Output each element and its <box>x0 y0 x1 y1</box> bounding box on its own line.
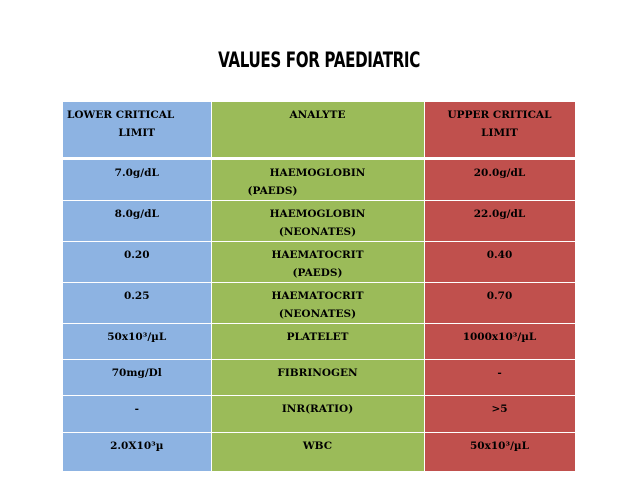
analyte-qualifier: (NEONATES) <box>278 225 357 238</box>
analyte-cell: INR(RATIO) <box>211 395 425 433</box>
analyte-name: HAEMATOCRIT <box>271 248 364 261</box>
analyte-cell: FIBRINOGEN <box>211 359 425 396</box>
table-row: 8.0g/dL HAEMOGLOBIN (NEONATES) 22.0g/dL <box>63 200 576 242</box>
analyte-cell: WBC <box>211 432 425 472</box>
analyte-name: HAEMOGLOBIN <box>269 166 366 179</box>
table-row: 0.20 HAEMATOCRIT (PAEDS) 0.40 <box>63 241 576 283</box>
analyte-name: INR(RATIO) <box>281 402 354 415</box>
header-lower-line-1: LOWER CRITICAL <box>67 109 175 121</box>
lower-limit-cell: 7.0g/dL <box>63 158 212 201</box>
analyte-name: HAEMATOCRIT <box>271 289 364 302</box>
analyte-cell: HAEMATOCRIT (NEONATES) <box>211 282 425 324</box>
table-row: - INR(RATIO) >5 <box>63 395 576 433</box>
table-row: 0.25 HAEMATOCRIT (NEONATES) 0.70 <box>63 282 576 324</box>
analyte-cell: HAEMATOCRIT (PAEDS) <box>211 241 425 283</box>
table-row: 2.0X10³µ WBC 50x10³/µL <box>63 432 576 472</box>
upper-limit-cell: 0.40 <box>424 241 576 283</box>
lower-limit-cell: 8.0g/dL <box>63 200 212 242</box>
analyte-cell: PLATELET <box>211 323 425 360</box>
analyte-name: WBC <box>302 439 333 452</box>
lower-limit-cell: 70mg/Dl <box>63 359 212 396</box>
table-row: 7.0g/dL HAEMOGLOBIN (PAEDS) 20.0g/dL <box>63 158 576 201</box>
header-lower-critical-limit: LOWER CRITICAL LIMIT <box>63 102 212 160</box>
header-upper-line-2: LIMIT <box>481 127 518 139</box>
upper-limit-cell: 1000x10³/µL <box>424 323 576 360</box>
upper-limit-cell: >5 <box>424 395 576 433</box>
analyte-qualifier: (NEONATES) <box>278 307 357 320</box>
analyte-cell: HAEMOGLOBIN (PAEDS) <box>211 158 425 201</box>
upper-limit-cell: - <box>424 359 576 396</box>
lower-limit-cell: 2.0X10³µ <box>63 432 212 472</box>
header-analyte: ANALYTE <box>211 102 425 160</box>
critical-values-table: LOWER CRITICAL LIMIT ANALYTE UPPER CRITI… <box>63 102 576 472</box>
page-title: VALUES FOR PAEDIATRIC <box>218 48 420 72</box>
analyte-name: PLATELET <box>286 330 349 343</box>
lower-limit-cell: 0.25 <box>63 282 212 324</box>
lower-limit-cell: 0.20 <box>63 241 212 283</box>
header-upper-line-1: UPPER CRITICAL <box>447 109 552 121</box>
table-row: 50x10³/µL PLATELET 1000x10³/µL <box>63 323 576 360</box>
header-analyte-label: ANALYTE <box>289 109 346 121</box>
analyte-cell: HAEMOGLOBIN (NEONATES) <box>211 200 425 242</box>
upper-limit-cell: 22.0g/dL <box>424 200 576 242</box>
header-lower-line-2: LIMIT <box>118 127 156 139</box>
analyte-name: FIBRINOGEN <box>277 366 358 379</box>
upper-limit-cell: 50x10³/µL <box>424 432 576 472</box>
analyte-qualifier: (PAEDS) <box>247 184 298 197</box>
upper-limit-cell: 20.0g/dL <box>424 158 576 201</box>
upper-limit-cell: 0.70 <box>424 282 576 324</box>
analyte-qualifier: (PAEDS) <box>292 266 343 279</box>
table-row: 70mg/Dl FIBRINOGEN - <box>63 359 576 396</box>
analyte-name: HAEMOGLOBIN <box>269 207 366 220</box>
header-upper-critical-limit: UPPER CRITICAL LIMIT <box>424 102 576 160</box>
lower-limit-cell: - <box>63 395 212 433</box>
table-header-row: LOWER CRITICAL LIMIT ANALYTE UPPER CRITI… <box>63 102 576 160</box>
lower-limit-cell: 50x10³/µL <box>63 323 212 360</box>
